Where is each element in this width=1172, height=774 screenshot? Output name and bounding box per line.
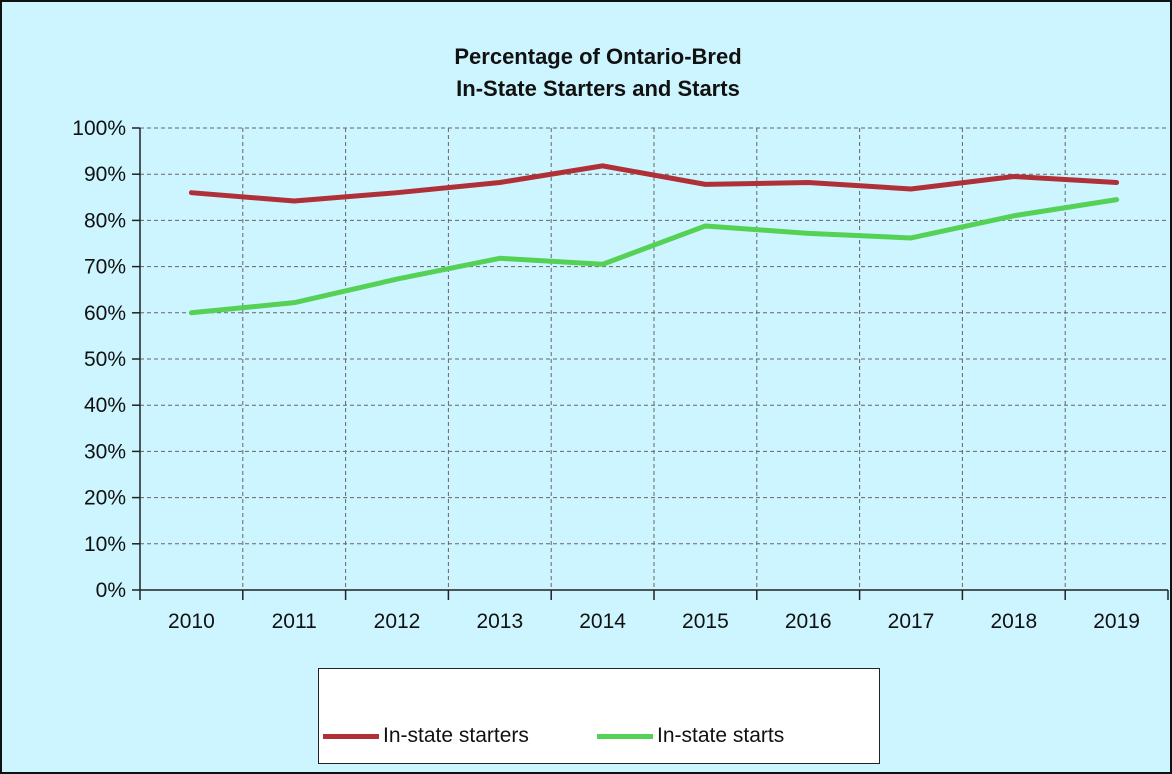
y-tick-label: 20% [84, 487, 126, 510]
x-tick-label: 2014 [579, 610, 626, 633]
chart-title-line-2: In-State Starters and Starts [456, 76, 740, 101]
y-tick-label: 70% [84, 256, 126, 279]
x-tick-label: 2015 [682, 610, 729, 633]
tick-labels: 0% 10% 20% 30% 40% 50% 60% 70% 80% 90% 100% 2010 201… [72, 117, 1140, 633]
y-tick-label: 100% [72, 117, 126, 140]
legend-swatch-starters [323, 733, 379, 739]
x-tick-label: 2019 [1093, 610, 1140, 633]
series-line-in-state-starts [188, 197, 1120, 316]
y-tick-label: 10% [84, 533, 126, 556]
y-tick-label: 0% [96, 579, 126, 602]
y-tick-label: 40% [84, 394, 126, 417]
series-lines [188, 163, 1120, 316]
axes [132, 127, 1169, 600]
x-tick-label: 2018 [990, 610, 1037, 633]
x-tick-label: 2016 [785, 610, 832, 633]
legend-label-starters: In-state starters [383, 724, 529, 747]
x-tick-label: 2013 [476, 610, 523, 633]
gridlines [140, 127, 1168, 590]
y-tick-label: 30% [84, 440, 126, 463]
series-line-in-state-starters [188, 163, 1120, 204]
chart-title-line-1: Percentage of Ontario-Bred [454, 44, 741, 69]
legend-item-starters: In-state starters [323, 723, 529, 749]
legend-label-starts: In-state starts [657, 724, 785, 747]
legend-swatch-starts [597, 733, 653, 739]
y-tick-label: 80% [84, 209, 126, 232]
y-tick-label: 50% [84, 348, 126, 371]
y-tick-label: 90% [84, 163, 126, 186]
x-tick-label: 2010 [168, 610, 215, 633]
x-tick-label: 2012 [374, 610, 421, 633]
legend: In-state starters In-state starts [318, 668, 880, 764]
x-tick-label: 2011 [272, 610, 317, 633]
y-tick-label: 60% [84, 302, 126, 325]
legend-item-starts: In-state starts [597, 723, 784, 749]
x-tick-label: 2017 [888, 610, 935, 633]
